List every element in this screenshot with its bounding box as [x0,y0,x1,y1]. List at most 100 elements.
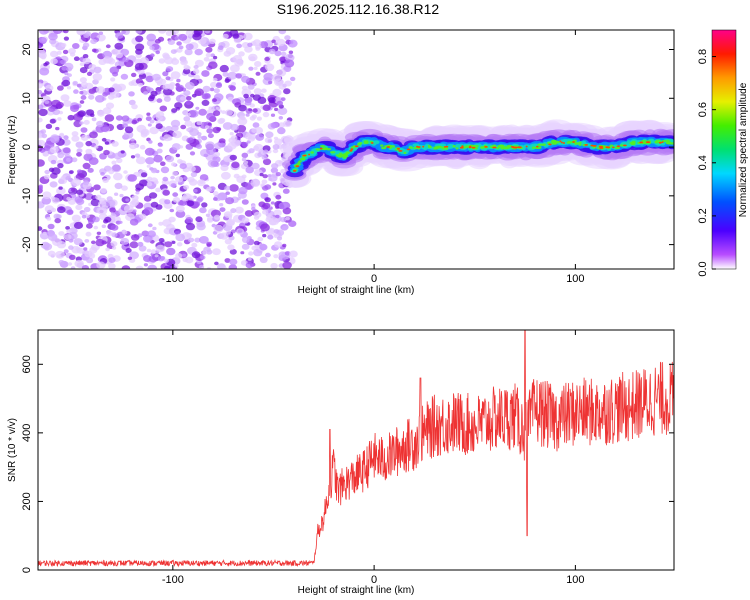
track-blob [512,146,517,149]
noise-speckle [150,168,158,174]
noise-speckle [135,78,143,85]
noise-speckle [252,39,262,47]
noise-speckle [65,226,70,230]
noise-speckle [228,264,237,269]
noise-speckle [247,257,252,261]
noise-speckle [170,71,181,79]
noise-speckle [137,117,143,122]
noise-speckle [172,192,179,197]
spectrogram-x-ticks: -100 0 100 [162,30,585,285]
noise-speckle [223,157,229,161]
noise-speckle [42,231,48,236]
noise-speckle [66,86,72,90]
noise-speckle [245,262,254,269]
track-blob [437,146,443,149]
noise-speckle [175,153,180,158]
noise-speckle [241,75,250,83]
noise-speckle [91,117,97,122]
noise-speckle [175,210,186,218]
noise-speckle [95,238,105,247]
noise-speckle [111,164,122,173]
noise-speckle [255,46,261,51]
noise-speckle [47,223,55,230]
noise-speckle [283,120,292,128]
noise-speckle [214,261,219,266]
noise-speckle [49,118,56,124]
noise-speckle [239,115,245,120]
noise-speckle [175,176,184,183]
noise-speckle [238,186,248,195]
noise-speckle [145,75,154,83]
noise-speckle [219,232,229,240]
track-blob [548,143,552,146]
noise-speckle [225,230,231,235]
noise-speckle [260,183,265,187]
noise-speckle [98,200,107,208]
noise-speckle [243,32,253,41]
track-blob [345,151,350,154]
noise-speckle [259,243,268,251]
noise-speckle [147,223,153,228]
noise-speckle [212,98,218,103]
noise-speckle [129,142,138,150]
noise-speckle [163,258,169,263]
noise-speckle [229,85,236,91]
noise-speckle [121,115,130,122]
noise-speckle [96,261,106,269]
noise-speckle [288,50,294,55]
noise-speckle [213,161,220,167]
noise-speckle [251,128,258,134]
spectrogram-y-tick-label: -20 [21,237,33,253]
noise-speckle [240,251,245,255]
noise-speckle [199,236,209,244]
noise-speckle [169,91,175,96]
track-blob [615,146,621,150]
noise-speckle [165,125,173,132]
track-blob [536,145,539,148]
signal-track [279,119,674,188]
noise-speckle [86,223,93,229]
track-blob [598,145,604,148]
noise-speckle [134,153,141,158]
noise-speckle [186,96,192,101]
noise-speckle [270,201,275,205]
noise-speckle [38,132,43,138]
noise-speckle [147,230,156,238]
noise-speckle [44,100,50,105]
noise-speckle [135,30,143,34]
noise-speckle [270,122,279,129]
noise-speckle [194,59,204,67]
noise-speckle [238,104,247,112]
noise-speckle [203,57,210,62]
noise-speckle [148,255,158,263]
noise-speckle [56,187,66,195]
noise-speckle [102,56,113,64]
noise-speckle [48,32,58,41]
noise-speckle [129,218,139,226]
noise-speckle [185,81,195,90]
noise-speckle [76,189,84,195]
noise-speckle [73,221,84,230]
noise-speckle [196,144,202,150]
noise-speckle [100,172,105,176]
noise-speckle [127,174,137,182]
noise-speckle [241,199,249,205]
noise-speckle [180,124,187,130]
noise-speckle [222,71,229,77]
noise-speckle [204,30,211,34]
noise-speckle [124,126,134,134]
noise-speckle [187,237,195,243]
noise-speckle [70,266,76,269]
noise-speckle [255,133,265,141]
noise-speckle [135,191,140,195]
noise-speckle [123,205,134,213]
track-blob [630,142,636,146]
noise-speckle [74,259,84,268]
noise-speckle [212,248,221,256]
track-blob [616,145,620,148]
noise-speckle [147,123,152,127]
noise-speckle [146,181,153,187]
noise-speckle [58,177,68,185]
snr-y-tick-label: 0 [21,567,33,573]
noise-speckle [255,71,261,76]
